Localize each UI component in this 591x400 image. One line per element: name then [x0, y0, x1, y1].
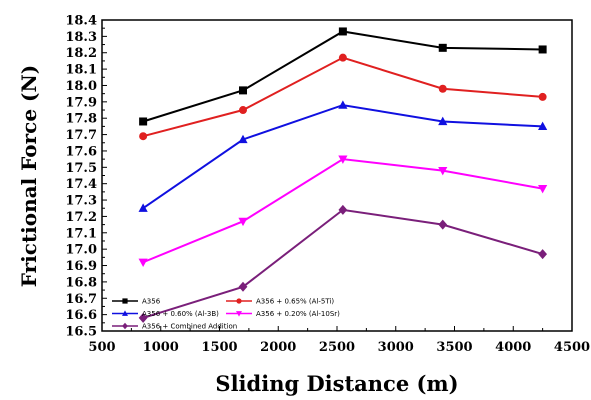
data-point — [538, 92, 547, 101]
y-tick-label: 17.4 — [65, 177, 97, 192]
y-tick-label: 17.1 — [65, 226, 97, 241]
data-point — [538, 249, 548, 260]
data-point — [139, 132, 148, 141]
plot-frame — [101, 19, 573, 332]
y-tick-label: 18.2 — [65, 46, 97, 61]
y-tick-label: 16.9 — [65, 259, 97, 274]
data-point — [238, 217, 248, 227]
x-tick-label: 1000 — [143, 340, 179, 355]
legend-marker — [122, 310, 128, 316]
data-point — [238, 281, 248, 292]
x-tick-label: 3500 — [436, 340, 472, 355]
series-1 — [139, 27, 547, 126]
x-tick-label: 3000 — [378, 340, 414, 355]
y-tick-label: 17.8 — [65, 112, 97, 127]
legend-entry: A356 + 0.20% (Al-10Sr) — [226, 310, 340, 318]
y-tick-label: 16.8 — [65, 275, 97, 290]
y-tick-label: 18.0 — [65, 79, 97, 94]
y-tick-label: 16.7 — [65, 292, 97, 307]
legend-marker — [122, 322, 128, 330]
data-point — [138, 203, 148, 212]
series-line — [142, 208, 543, 319]
legend: A356 A356 + 0.65% (Al-5Ti) A356 + 0.60% (A… — [112, 298, 340, 331]
legend-entry: A356 — [112, 298, 161, 306]
legend-label: A356 + 0.20% (Al-10Sr) — [256, 310, 340, 318]
data-point — [438, 43, 447, 52]
data-point — [338, 53, 347, 62]
data-point — [438, 116, 448, 126]
data-point — [338, 27, 347, 36]
data-point — [438, 166, 448, 176]
data-point — [438, 219, 448, 230]
legend-label: A356 — [142, 298, 161, 306]
y-tick-label: 17.5 — [65, 161, 97, 176]
data-point — [139, 117, 148, 126]
data-point — [538, 121, 548, 130]
y-tick-label: 17.0 — [65, 243, 97, 258]
series-3 — [138, 100, 548, 212]
x-tick-label: 2500 — [319, 340, 355, 355]
data-point — [438, 84, 447, 93]
data-point — [538, 45, 547, 54]
x-axis-title: Sliding Distance (m) — [215, 371, 458, 396]
legend-label: A356 + 0.65% (Al-5Ti) — [256, 298, 334, 306]
series-2 — [139, 53, 547, 141]
data-point — [338, 100, 348, 109]
data-point — [238, 134, 248, 144]
legend-marker — [122, 298, 128, 304]
y-tick-label: 17.6 — [65, 144, 97, 159]
series-5 — [138, 204, 548, 323]
x-tick-label: 2000 — [260, 340, 296, 355]
y-tick-label: 16.5 — [65, 325, 97, 340]
x-tick-label: 500 — [88, 340, 115, 355]
legend-label: A356 + Combined Addition — [142, 323, 237, 331]
data-point — [239, 86, 247, 95]
legend-marker — [236, 298, 242, 304]
data-point — [538, 184, 548, 194]
data-point — [338, 155, 348, 164]
data-point — [138, 258, 148, 268]
legend-entry: A356 + Combined Addition — [112, 323, 237, 331]
y-tick-label: 18.3 — [65, 30, 97, 45]
x-tick-label: 1500 — [201, 340, 237, 355]
y-tick-label: 17.2 — [65, 210, 97, 225]
y-tick-label: 17.3 — [65, 194, 97, 209]
series-4 — [138, 155, 548, 268]
legend-entry: A356 + 0.65% (Al-5Ti) — [226, 298, 334, 306]
data-point — [338, 204, 348, 215]
y-tick-label: 17.7 — [65, 128, 97, 143]
data-point — [239, 106, 247, 115]
x-tick-label: 4500 — [554, 340, 590, 355]
legend-marker — [236, 311, 242, 317]
data-point — [138, 312, 148, 323]
x-tick-label: 4000 — [495, 340, 531, 355]
y-axis-title: Frictional Force (N) — [17, 65, 41, 287]
y-tick-label: 18.4 — [65, 14, 97, 29]
legend-entry: A356 + 0.60% (Al-3B) — [112, 310, 219, 318]
y-tick-label: 16.6 — [65, 308, 97, 323]
y-tick-label: 18.1 — [65, 63, 97, 78]
y-tick-label: 17.9 — [65, 95, 97, 110]
legend-label: A356 + 0.60% (Al-3B) — [142, 310, 219, 318]
